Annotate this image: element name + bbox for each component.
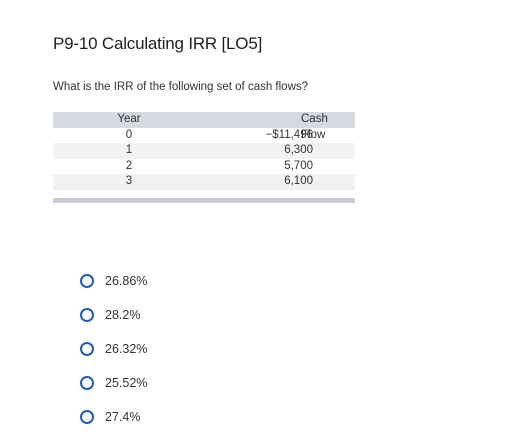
answer-option[interactable]: 25.52% [80, 366, 147, 400]
answer-option-label[interactable]: 27.4% [105, 410, 141, 424]
year-column-header: Year [117, 113, 141, 125]
table-row: 1 6,300 [53, 143, 355, 159]
answer-option[interactable]: 27.4% [80, 400, 147, 434]
year-cell: 3 [125, 175, 133, 187]
cash-flow-cell: 6,100 [284, 175, 313, 187]
answer-options: 26.86% 28.2% 26.32% 25.52% 27.4% [80, 264, 147, 434]
table-row: 2 5,700 [53, 159, 355, 175]
cash-flow-table: Year Cash Flow 0 −$11,496 1 6,300 2 5,70… [53, 112, 355, 190]
radio-button[interactable] [80, 274, 94, 288]
table-row: 3 6,100 [53, 174, 355, 190]
table-header-row: Year Cash Flow [53, 112, 355, 141]
answer-option-label[interactable]: 28.2% [105, 308, 141, 322]
year-cell: 0 [125, 128, 133, 141]
answer-option[interactable]: 28.2% [80, 298, 147, 332]
radio-button[interactable] [80, 410, 94, 424]
answer-option-label[interactable]: 25.52% [105, 376, 148, 390]
table-row: 0 −$11,496 [53, 128, 355, 144]
cash-flow-column-header: Cash Flow [301, 113, 328, 141]
question-title: P9-10 Calculating IRR [LO5] [53, 34, 263, 53]
radio-button[interactable] [80, 308, 94, 322]
cash-flow-cell: −$11,496 [265, 128, 313, 141]
year-cell: 1 [125, 144, 133, 156]
table-bottom-border [53, 198, 355, 203]
year-cell: 2 [125, 159, 133, 172]
question-text: What is the IRR of the following set of … [53, 81, 309, 93]
radio-button[interactable] [80, 342, 94, 356]
answer-option-label[interactable]: 26.86% [105, 274, 148, 288]
radio-button[interactable] [80, 376, 94, 390]
cash-flow-cell: 6,300 [284, 144, 313, 156]
answer-option[interactable]: 26.86% [80, 264, 147, 298]
answer-option-label[interactable]: 26.32% [105, 342, 148, 356]
answer-option[interactable]: 26.32% [80, 332, 147, 366]
cash-flow-cell: 5,700 [284, 159, 313, 172]
